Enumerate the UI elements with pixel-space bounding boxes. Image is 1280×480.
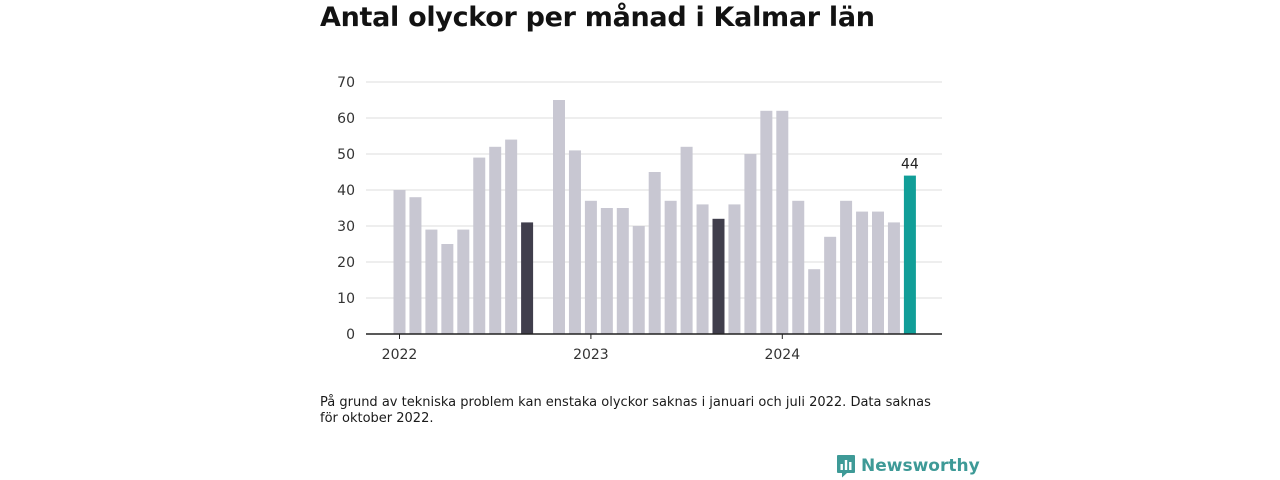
x-axis-tick-labels: 2022 2023 2024: [382, 334, 800, 363]
bar-data-label: 44: [901, 157, 919, 173]
x-tick-label: 2024: [764, 347, 800, 363]
bar: [728, 204, 741, 334]
bar: [808, 269, 821, 334]
bar: [872, 211, 884, 334]
bar: [505, 139, 518, 334]
bar: [553, 100, 565, 334]
y-tick-label: 10: [337, 291, 355, 307]
y-tick-label: 20: [337, 255, 355, 271]
chart-title: Antal olyckor per månad i Kalmar län: [320, 2, 875, 33]
bar: [521, 222, 534, 334]
bar: [680, 146, 693, 334]
bar: [441, 244, 454, 334]
bar: [696, 204, 709, 334]
bars: [393, 100, 916, 334]
bar: [425, 229, 438, 334]
bar: [489, 146, 502, 334]
bar: [856, 211, 869, 334]
y-tick-label: 30: [337, 219, 355, 235]
y-tick-label: 60: [337, 111, 355, 127]
y-tick-label: 0: [346, 327, 355, 343]
bar: [473, 157, 486, 334]
bar: [824, 236, 837, 334]
bar: [648, 172, 661, 334]
bar: [409, 197, 422, 334]
bar: [584, 200, 597, 334]
bar: [760, 110, 773, 334]
bar: [903, 175, 916, 334]
bar: [776, 110, 789, 334]
bar: [457, 229, 470, 334]
data-labels: 44: [901, 157, 919, 173]
bar: [887, 222, 900, 334]
bar: [568, 150, 581, 334]
bar: [792, 200, 805, 334]
y-tick-label: 40: [337, 183, 355, 199]
newsworthy-logo-icon: [837, 455, 855, 478]
brand-name: Newsworthy: [861, 456, 980, 476]
chart-footnote: På grund av tekniska problem kan enstaka…: [320, 395, 931, 426]
bar: [840, 200, 853, 334]
newsworthy-brand: Newsworthy: [836, 454, 980, 478]
y-tick-label: 50: [337, 147, 355, 163]
bar: [744, 154, 757, 334]
bar: [712, 218, 725, 334]
bar: [600, 208, 613, 334]
bar: [632, 226, 645, 334]
x-tick-label: 2022: [382, 347, 418, 363]
y-axis-tick-labels: 0 10 20 30 40 50 60 70: [337, 75, 355, 343]
bar: [664, 200, 677, 334]
bar: [393, 190, 406, 334]
x-tick-label: 2023: [573, 347, 609, 363]
bar-chart: 0 10 20 30 40 50 60 70 2022 2023 2024 44: [337, 75, 942, 363]
y-tick-label: 70: [337, 75, 355, 91]
bar: [616, 208, 629, 334]
